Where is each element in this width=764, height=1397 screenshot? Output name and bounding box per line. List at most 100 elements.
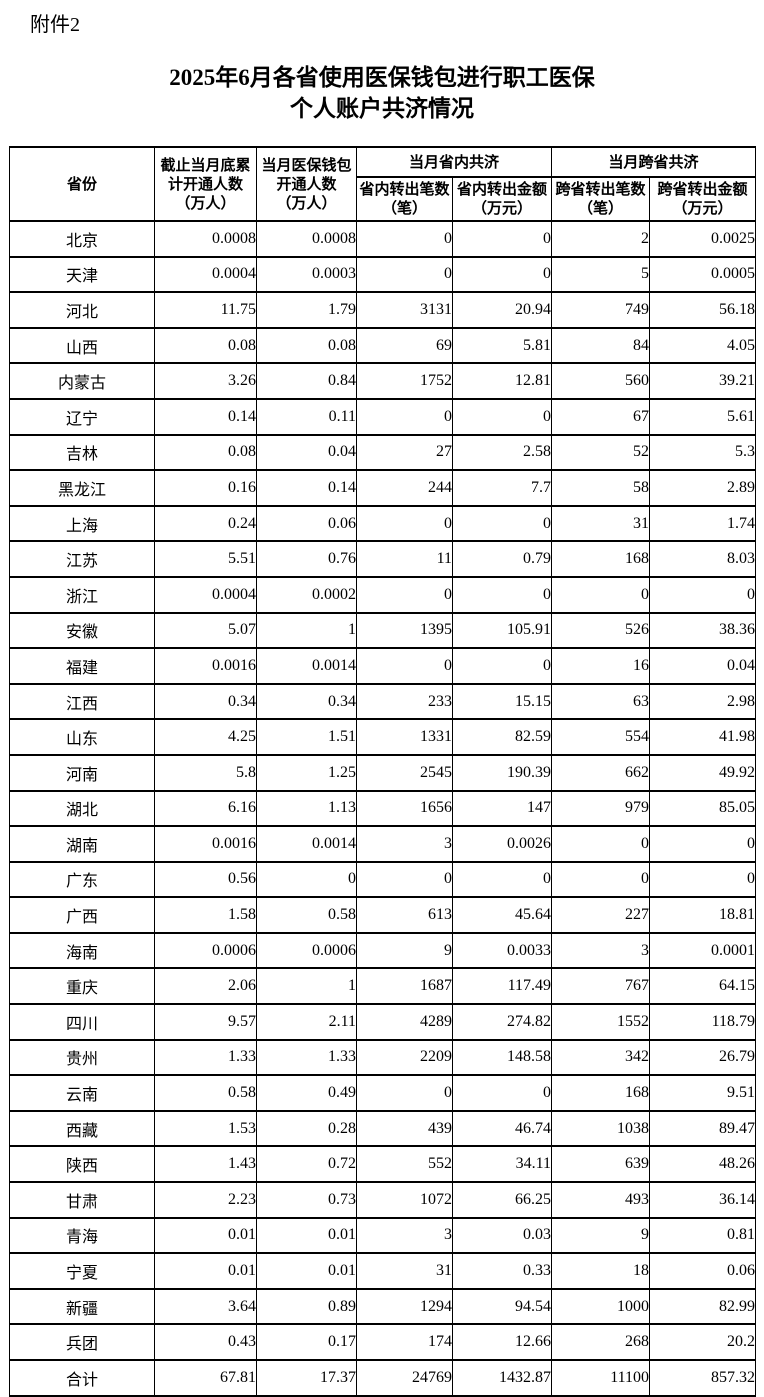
value-cell: 979	[551, 789, 651, 828]
value-cell: 26.79	[649, 1038, 757, 1077]
value-cell: 67	[551, 397, 651, 436]
value-cell: 0	[356, 1074, 453, 1112]
attachment-label: 附件2	[30, 14, 80, 36]
value-cell: 0.84	[256, 362, 357, 400]
value-cell: 5.51	[154, 540, 257, 578]
value-cell: 4.25	[154, 718, 257, 756]
table-row: 浙江 0.0004 0.0002 0 0 0 0	[9, 575, 757, 614]
table-row: 西藏 1.53 0.28 439 46.74 1038 89.47	[9, 1109, 757, 1148]
value-cell: 69	[356, 326, 453, 365]
value-cell: 0	[451, 647, 553, 685]
province-cell: 甘肃	[9, 1181, 155, 1219]
value-cell: 1294	[356, 1287, 453, 1326]
value-cell: 0.33	[451, 1252, 553, 1290]
value-cell: 148.58	[451, 1038, 553, 1077]
value-cell: 0.01	[154, 1216, 257, 1255]
province-cell: 合计	[9, 1359, 155, 1397]
province-cell: 兵团	[9, 1323, 155, 1361]
value-cell: 0	[649, 860, 757, 899]
value-cell: 3	[356, 825, 453, 863]
value-cell: 554	[551, 718, 651, 756]
value-cell: 3	[356, 1216, 453, 1255]
value-cell: 0.0006	[256, 931, 357, 970]
table-row: 湖南 0.0016 0.0014 3 0.0026 0 0	[9, 825, 757, 863]
table-row: 云南 0.58 0.49 0 0 168 9.51	[9, 1074, 757, 1112]
table-row: 安徽 5.07 1 1395 105.91 526 38.36	[9, 611, 757, 650]
column-header-province: 省份	[9, 146, 155, 222]
value-cell: 24769	[356, 1359, 453, 1397]
value-cell: 5.81	[451, 326, 553, 365]
value-cell: 1.43	[154, 1145, 257, 1184]
value-cell: 639	[551, 1145, 651, 1184]
value-cell: 0.0026	[451, 825, 553, 863]
value-cell: 0	[356, 397, 453, 436]
value-cell: 0.34	[256, 682, 357, 721]
province-cell: 重庆	[9, 967, 155, 1006]
province-cell: 湖北	[9, 789, 155, 828]
value-cell: 1.33	[154, 1038, 257, 1077]
value-cell: 84	[551, 326, 651, 365]
value-cell: 4.05	[649, 326, 757, 365]
value-cell: 20.94	[451, 291, 553, 329]
province-cell: 山西	[9, 326, 155, 365]
value-cell: 11	[356, 540, 453, 578]
value-cell: 7.7	[451, 469, 553, 507]
value-cell: 2.58	[451, 433, 553, 472]
value-cell: 1552	[551, 1003, 651, 1041]
value-cell: 0.14	[256, 469, 357, 507]
table-row: 江苏 5.51 0.76 11 0.79 168 8.03	[9, 540, 757, 578]
value-cell: 118.79	[649, 1003, 757, 1041]
province-cell: 海南	[9, 931, 155, 970]
province-cell: 上海	[9, 504, 155, 543]
value-cell: 0.24	[154, 504, 257, 543]
value-cell: 64.15	[649, 967, 757, 1006]
value-cell: 1432.87	[451, 1359, 553, 1397]
value-cell: 1395	[356, 611, 453, 650]
table-row: 吉林 0.08 0.04 27 2.58 52 5.3	[9, 433, 757, 472]
value-cell: 857.32	[649, 1359, 757, 1397]
value-cell: 56.18	[649, 291, 757, 329]
value-cell: 552	[356, 1145, 453, 1184]
value-cell: 38.36	[649, 611, 757, 650]
value-cell: 767	[551, 967, 651, 1006]
value-cell: 2.11	[256, 1003, 357, 1041]
value-cell: 58	[551, 469, 651, 507]
value-cell: 16	[551, 647, 651, 685]
value-cell: 48.26	[649, 1145, 757, 1184]
value-cell: 85.05	[649, 789, 757, 828]
province-cell: 河北	[9, 291, 155, 329]
value-cell: 1072	[356, 1181, 453, 1219]
value-cell: 9	[551, 1216, 651, 1255]
province-cell: 云南	[9, 1074, 155, 1112]
value-cell: 0.73	[256, 1181, 357, 1219]
value-cell: 526	[551, 611, 651, 650]
value-cell: 1	[256, 967, 357, 1006]
value-cell: 31	[551, 504, 651, 543]
value-cell: 0	[551, 575, 651, 614]
value-cell: 613	[356, 896, 453, 934]
value-cell: 0	[551, 860, 651, 899]
value-cell: 0.17	[256, 1323, 357, 1361]
value-cell: 0.06	[649, 1252, 757, 1290]
table-row: 广东 0.56 0 0 0 0 0	[9, 860, 757, 899]
value-cell: 0	[451, 255, 553, 294]
value-cell: 0.01	[256, 1216, 357, 1255]
value-cell: 17.37	[256, 1359, 357, 1397]
table-row: 陕西 1.43 0.72 552 34.11 639 48.26	[9, 1145, 757, 1184]
value-cell: 9.57	[154, 1003, 257, 1041]
value-cell: 9.51	[649, 1074, 757, 1112]
column-header-intra-transfer-amount: 省内转出金额 （万元）	[451, 176, 553, 222]
value-cell: 0.0002	[256, 575, 357, 614]
value-cell: 0.43	[154, 1323, 257, 1361]
value-cell: 0.0008	[154, 220, 257, 258]
value-cell: 268	[551, 1323, 651, 1361]
value-cell: 1.25	[256, 753, 357, 792]
column-group-intra-province: 当月省内共济	[355, 146, 553, 178]
value-cell: 0	[356, 647, 453, 685]
value-cell: 493	[551, 1181, 651, 1219]
table-row: 上海 0.24 0.06 0 0 31 1.74	[9, 504, 757, 543]
table-row: 宁夏 0.01 0.01 31 0.33 18 0.06	[9, 1252, 757, 1290]
value-cell: 49.92	[649, 753, 757, 792]
value-cell: 0.0005	[649, 255, 757, 294]
value-cell: 3	[551, 931, 651, 970]
